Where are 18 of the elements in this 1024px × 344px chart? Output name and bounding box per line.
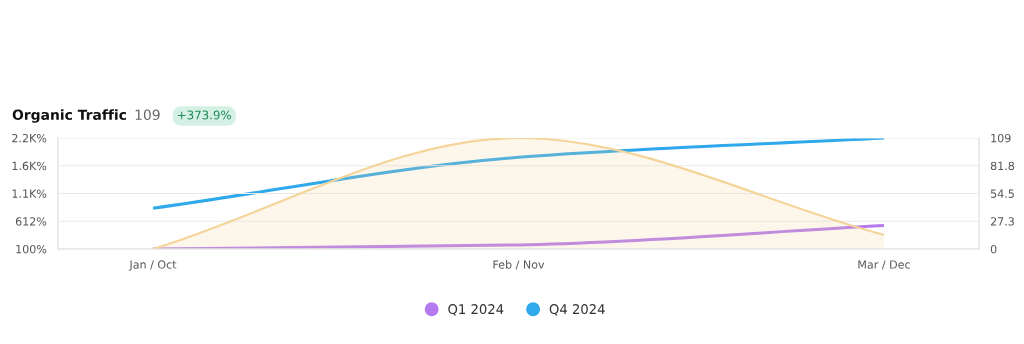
x-tick-label: Feb / Nov bbox=[493, 260, 545, 270]
y-tick-label: 1.1K% bbox=[12, 189, 47, 198]
y2-tick-label: 54.5 bbox=[990, 189, 1014, 198]
text: 109 bbox=[135, 109, 160, 121]
x-tick-label: Mar / Dec bbox=[858, 260, 910, 270]
chart-title: Organic Traffic bbox=[12, 109, 127, 123]
y-tick-label: 100% bbox=[16, 244, 47, 254]
x-tick-label: Jan / Oct bbox=[128, 260, 177, 271]
y2-tick-label: 81.8 bbox=[990, 161, 1015, 171]
legend-label: Q1 2024 bbox=[448, 304, 504, 316]
y-tick-label: 2.2K% bbox=[12, 133, 47, 143]
y2-tick-label: 0 bbox=[990, 244, 997, 254]
legend-label: Q4 2024 bbox=[549, 304, 605, 316]
text: +373.9% bbox=[178, 110, 232, 120]
y2-tick-label: 109 bbox=[991, 133, 1011, 143]
y-tick-label: 612% bbox=[15, 217, 47, 226]
y2-tick-label: 27.3 bbox=[990, 217, 1014, 226]
y-tick-label: 1.6K% bbox=[12, 161, 47, 171]
